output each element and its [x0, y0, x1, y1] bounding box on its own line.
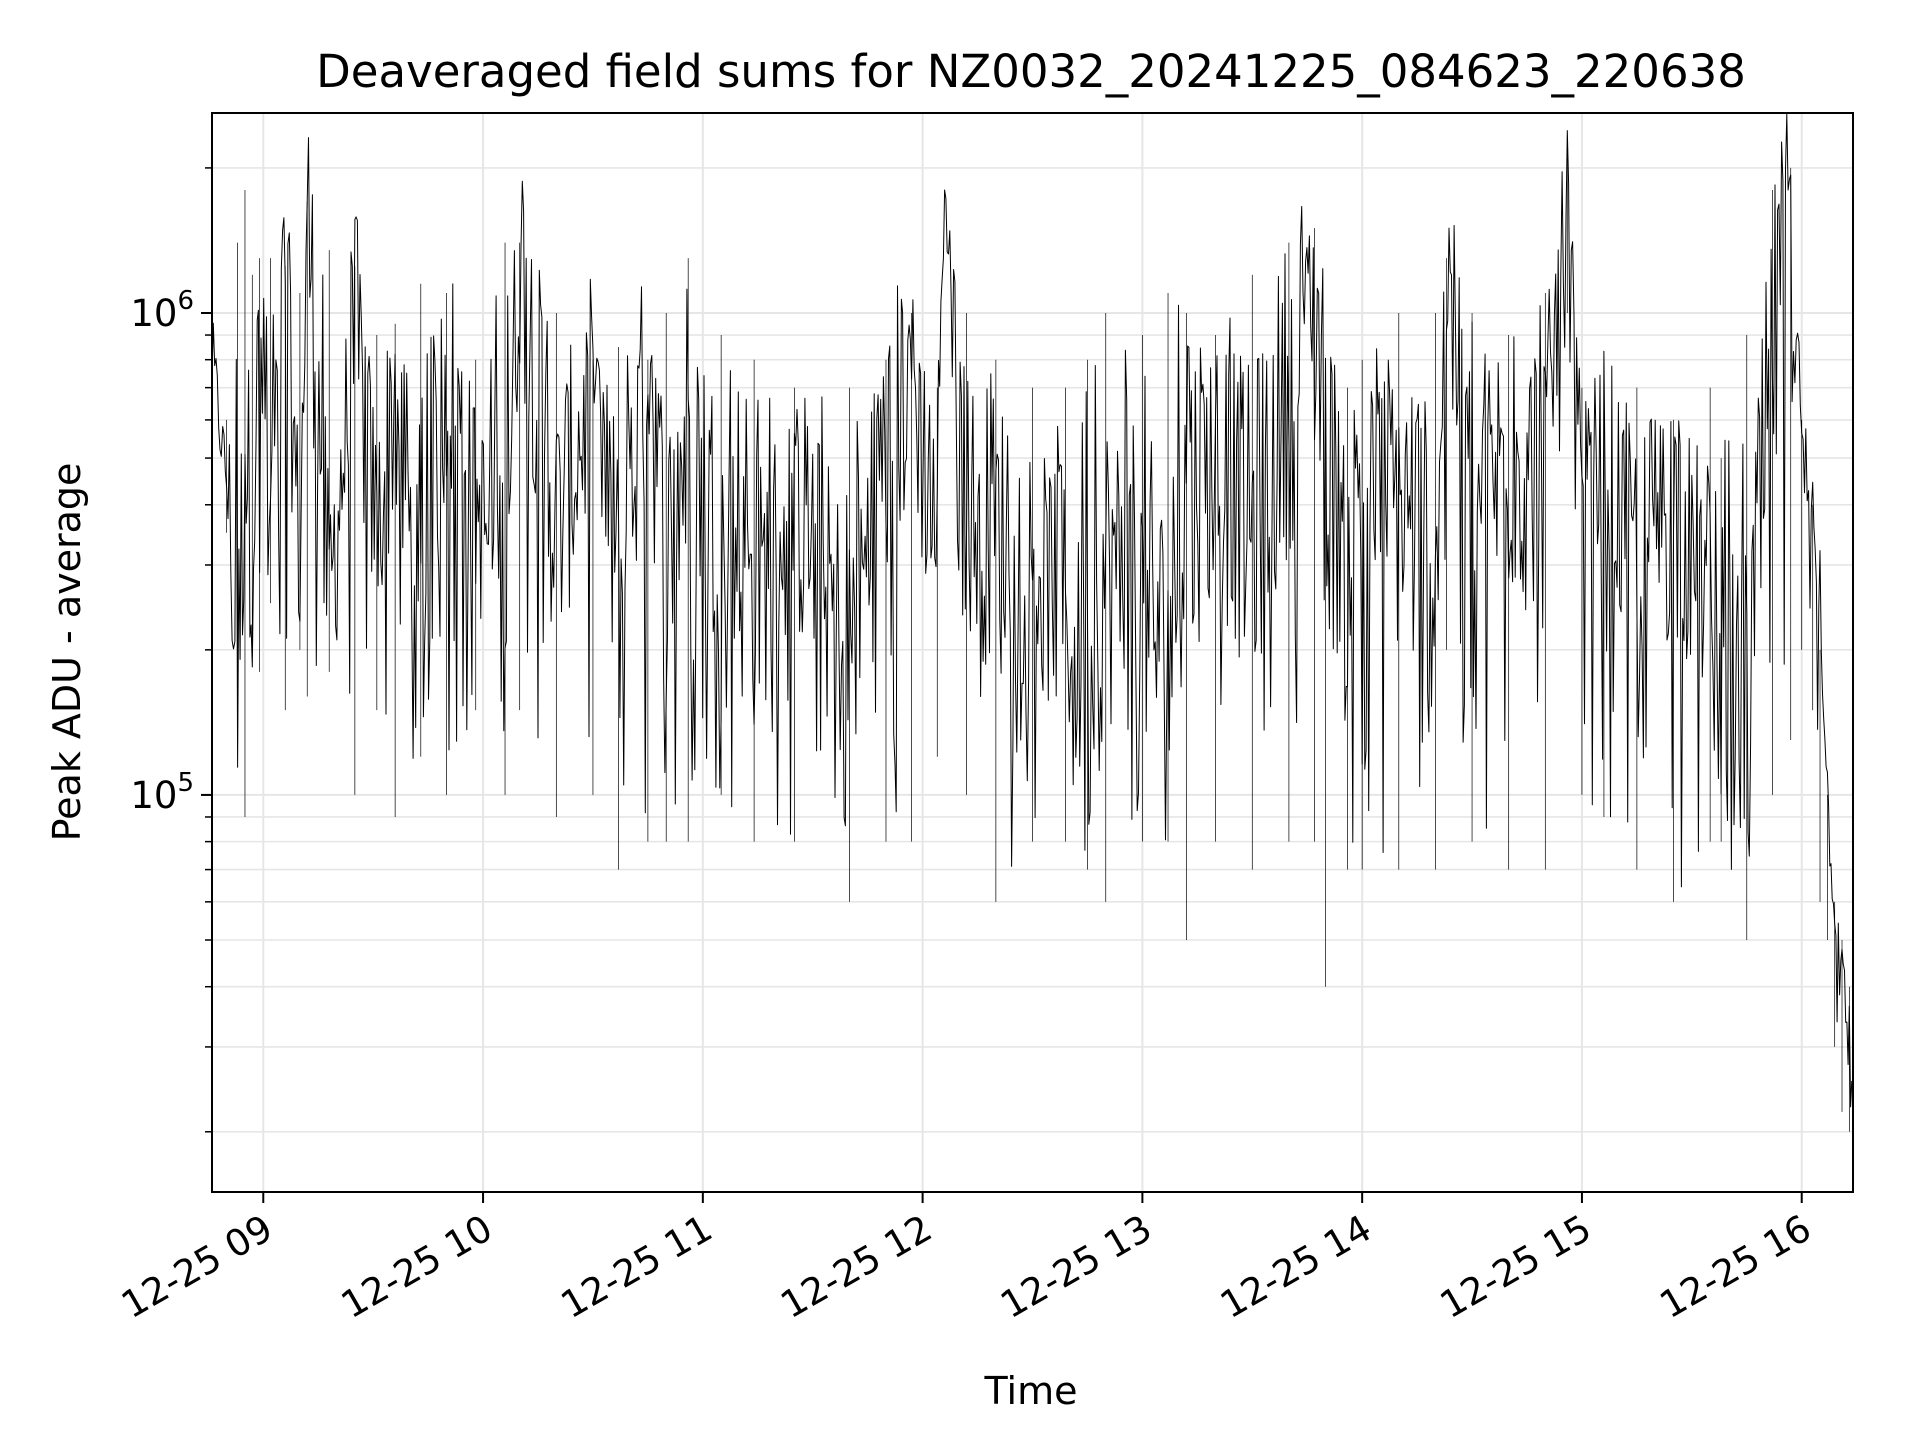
x-axis-label: Time — [984, 1369, 1078, 1413]
y-axis-label: Peak ADU - average — [45, 463, 89, 842]
y-tick-label: 105 — [130, 768, 194, 817]
series-line — [212, 113, 1853, 1108]
y-tick-label: 106 — [130, 286, 194, 335]
plot-frame — [211, 112, 1854, 1193]
series-layer — [212, 113, 1853, 1154]
chart-title: Deaveraged field sums for NZ0032_2024122… — [316, 45, 1746, 98]
y-axis: 105 106 — [130, 167, 212, 1133]
